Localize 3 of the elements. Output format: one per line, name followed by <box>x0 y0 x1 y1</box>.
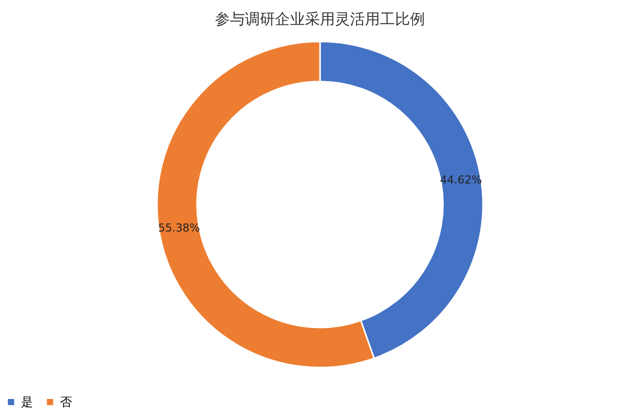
legend-label: 否 <box>60 395 72 410</box>
legend-label: 是 <box>21 395 33 410</box>
chart-title: 参与调研企业采用灵活用工比例 <box>215 10 425 28</box>
